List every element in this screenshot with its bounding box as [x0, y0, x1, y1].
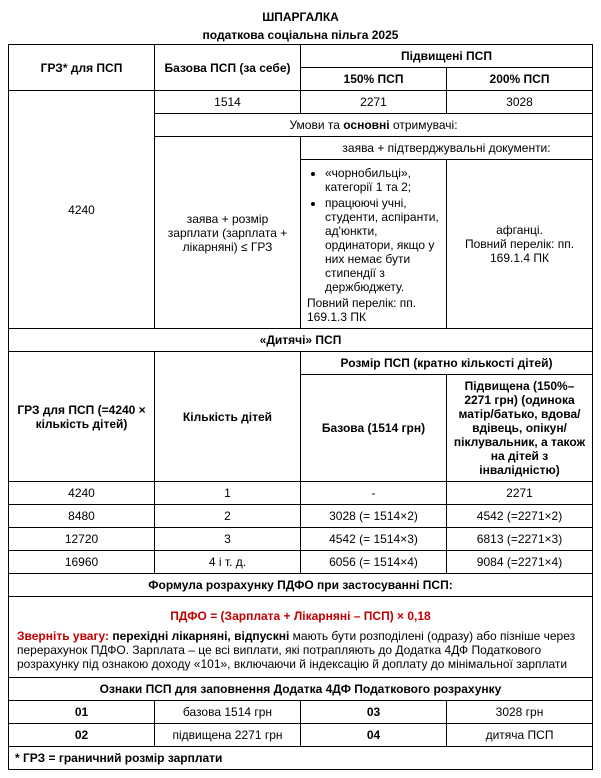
- title-line1: ШПАРГАЛКА: [9, 8, 593, 26]
- formula-note: Зверніть увагу: перехідні лікарняні, від…: [17, 629, 584, 671]
- formula-title: Формула розрахунку ПДФО при застосуванні…: [9, 574, 593, 597]
- conditions-label: Умови та основні отримувачі:: [155, 114, 593, 137]
- c1-base: 3028 (= 1514×2): [301, 505, 447, 528]
- docs-label: заява + підтверджувальні документи:: [301, 137, 593, 160]
- base-condition: заява + розмір зарплати (зарплата + ліка…: [155, 137, 301, 329]
- p150-b2: працюючі учні, студенти, аспіранти, ад'ю…: [325, 196, 440, 294]
- hdr-grz: ГРЗ* для ПСП: [9, 45, 155, 91]
- c0-base: -: [301, 482, 447, 505]
- code-04: 04: [301, 724, 447, 747]
- p200-t1: афганці.: [453, 223, 586, 237]
- c3-grz: 16960: [9, 551, 155, 574]
- val-200: 3028: [447, 91, 593, 114]
- code-01: 01: [9, 701, 155, 724]
- c0-elev: 2271: [447, 482, 593, 505]
- c2-elev: 6813 (=2271×3): [447, 528, 593, 551]
- c1-kids: 2: [155, 505, 301, 528]
- codes-row: 02 підвищена 2271 грн 04 дитяча ПСП: [9, 724, 593, 747]
- hdr-200: 200% ПСП: [447, 68, 593, 91]
- note-lead: Зверніть увагу:: [17, 629, 112, 643]
- c3-kids: 4 і т. д.: [155, 551, 301, 574]
- val-base: 1514: [155, 91, 301, 114]
- p150-tail: Повний перелік: пп. 169.1.3 ПК: [307, 296, 440, 324]
- codes-title: Ознаки ПСП для заповнення Додатка 4ДФ По…: [9, 678, 593, 701]
- code-04-text: дитяча ПСП: [447, 724, 593, 747]
- c1-elev: 4542 (=2271×2): [447, 505, 593, 528]
- child-hdr-size: Розмір ПСП (кратно кількості дітей): [301, 352, 593, 375]
- note-bold: перехідні лікарняні, відпускні: [112, 629, 289, 643]
- cond-tail: отримувачі:: [390, 118, 458, 132]
- p200-detail: афганці. Повний перелік: пп. 169.1.4 ПК: [447, 160, 593, 329]
- title-line2: податкова соціальна пільга 2025: [9, 26, 593, 45]
- p200-t2: Повний перелік: пп. 169.1.4 ПК: [453, 237, 586, 265]
- hdr-elevated: Підвищені ПСП: [301, 45, 593, 68]
- val-grz: 4240: [9, 91, 155, 329]
- child-row: 12720 3 4542 (= 1514×3) 6813 (=2271×3): [9, 528, 593, 551]
- hdr-150: 150% ПСП: [301, 68, 447, 91]
- c0-grz: 4240: [9, 482, 155, 505]
- cond-bold: основні: [343, 118, 389, 132]
- main-table: ШПАРГАЛКА податкова соціальна пільга 202…: [8, 8, 593, 770]
- c2-grz: 12720: [9, 528, 155, 551]
- hdr-base: Базова ПСП (за себе): [155, 45, 301, 91]
- code-03: 03: [301, 701, 447, 724]
- c0-kids: 1: [155, 482, 301, 505]
- child-hdr-base: Базова (1514 грн): [301, 375, 447, 482]
- child-hdr-kids: Кількість дітей: [155, 352, 301, 482]
- formula-text: ПДФО = (Зарплата + Лікарняні – ПСП) × 0,…: [17, 609, 584, 623]
- child-title: «Дитячі» ПСП: [9, 329, 593, 352]
- child-row: 4240 1 - 2271: [9, 482, 593, 505]
- code-01-text: базова 1514 грн: [155, 701, 301, 724]
- p150-b1: «чорнобильці», категорії 1 та 2;: [325, 166, 440, 194]
- c2-kids: 3: [155, 528, 301, 551]
- c3-base: 6056 (= 1514×4): [301, 551, 447, 574]
- child-hdr-elev: Підвищена (150%– 2271 грн) (одинока маті…: [447, 375, 593, 482]
- code-02-text: підвищена 2271 грн: [155, 724, 301, 747]
- c2-base: 4542 (= 1514×3): [301, 528, 447, 551]
- child-row: 8480 2 3028 (= 1514×2) 4542 (=2271×2): [9, 505, 593, 528]
- p150-detail: «чорнобильці», категорії 1 та 2; працююч…: [301, 160, 447, 329]
- child-row: 16960 4 і т. д. 6056 (= 1514×4) 9084 (=2…: [9, 551, 593, 574]
- val-150: 2271: [301, 91, 447, 114]
- codes-row: 01 базова 1514 грн 03 3028 грн: [9, 701, 593, 724]
- cond-pre: Умови та: [289, 118, 343, 132]
- c1-grz: 8480: [9, 505, 155, 528]
- formula-block: ПДФО = (Зарплата + Лікарняні – ПСП) × 0,…: [9, 597, 593, 678]
- c3-elev: 9084 (=2271×4): [447, 551, 593, 574]
- code-02: 02: [9, 724, 155, 747]
- code-03-text: 3028 грн: [447, 701, 593, 724]
- child-hdr-grz: ГРЗ для ПСП (=4240 × кількість дітей): [9, 352, 155, 482]
- footnote: * ГРЗ = граничний розмір зарплати: [9, 747, 593, 770]
